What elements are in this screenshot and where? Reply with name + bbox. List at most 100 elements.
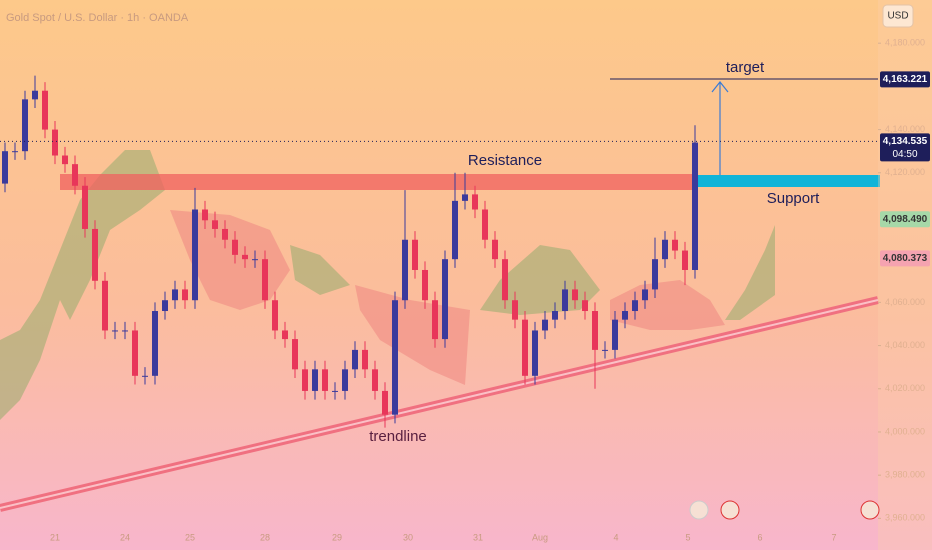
- price-badge: [880, 250, 930, 267]
- y-tick-label: 3,980.000: [885, 470, 925, 480]
- target-label: target: [726, 59, 765, 76]
- candles: [2, 75, 698, 428]
- candle-body: [682, 250, 688, 270]
- candle-body: [72, 164, 78, 186]
- candle-body: [432, 300, 438, 340]
- x-tick-label: 31: [473, 532, 483, 542]
- price-axis: [878, 0, 932, 550]
- x-tick-label: 28: [260, 532, 270, 542]
- x-tick-label: 6: [757, 532, 762, 542]
- candle-body: [462, 194, 468, 201]
- candle-body: [122, 330, 128, 332]
- candle-body: [632, 300, 638, 312]
- y-tick-label: 4,140.000: [885, 124, 925, 134]
- trendline-label: trendline: [369, 428, 427, 445]
- candle-body: [392, 300, 398, 415]
- trendline-center: [0, 299, 879, 509]
- price-badge: [880, 211, 930, 228]
- candle-body: [472, 194, 478, 210]
- candle-body: [372, 369, 378, 391]
- price-badge-label: 4,134.535: [883, 136, 928, 147]
- event-icon[interactable]: [720, 500, 740, 520]
- support-zone: [693, 175, 880, 187]
- support-label: Support: [767, 190, 820, 207]
- candle-body: [542, 319, 548, 331]
- candle-body: [412, 239, 418, 270]
- price-badge-label: 4,098.490: [883, 214, 928, 225]
- candle-body: [692, 142, 698, 270]
- candle-body: [602, 349, 608, 351]
- cloud-red: [170, 210, 290, 310]
- x-tick-label: 25: [185, 532, 195, 542]
- candle-body: [582, 300, 588, 312]
- candle-body: [422, 269, 428, 301]
- candle-body: [12, 151, 18, 153]
- candle-body: [322, 369, 328, 391]
- candle-body: [262, 259, 268, 301]
- candle-body: [152, 311, 158, 376]
- candle-body: [222, 228, 228, 240]
- candle-body: [252, 259, 258, 261]
- cloud-green: [0, 250, 60, 420]
- candle-body: [42, 90, 48, 130]
- x-tick-label: 7: [831, 532, 836, 542]
- candle-body: [132, 330, 138, 376]
- candle-body: [272, 300, 278, 331]
- candle-body: [32, 90, 38, 100]
- price-badge: [880, 133, 930, 162]
- x-tick-label: Aug: [532, 532, 548, 542]
- price-countdown: 04:50: [892, 149, 917, 160]
- cloud-green: [480, 245, 600, 315]
- cloud-green: [725, 225, 775, 320]
- candle-body: [172, 289, 178, 301]
- y-tick-label: 4,120.000: [885, 167, 925, 177]
- ichimoku-cloud: [0, 150, 775, 420]
- candle-body: [232, 239, 238, 255]
- y-tick-label: 4,060.000: [885, 297, 925, 307]
- candle-body: [672, 239, 678, 251]
- x-tick-label: 29: [332, 532, 342, 542]
- event-icon[interactable]: [689, 500, 709, 520]
- cloud-red: [355, 285, 470, 385]
- candle-body: [242, 254, 248, 260]
- candle-body: [662, 239, 668, 260]
- candle-body: [442, 259, 448, 340]
- candle-body: [112, 330, 118, 332]
- currency-label: USD: [887, 11, 908, 22]
- candle-body: [512, 300, 518, 320]
- candle-body: [282, 330, 288, 340]
- candle-body: [2, 151, 8, 184]
- x-tick-label: 24: [120, 532, 130, 542]
- currency-button[interactable]: [882, 4, 914, 28]
- candle-body: [482, 209, 488, 240]
- candle-body: [532, 330, 538, 376]
- candle-body: [492, 239, 498, 260]
- candle-body: [82, 185, 88, 229]
- x-tick-label: 30: [403, 532, 413, 542]
- event-icon[interactable]: [860, 500, 880, 520]
- candle-body: [312, 369, 318, 391]
- x-tick-label: 21: [50, 532, 60, 542]
- candle-body: [352, 349, 358, 370]
- candle-body: [572, 289, 578, 301]
- y-tick-label: 4,000.000: [885, 426, 925, 436]
- target-arrow-head: [711, 81, 729, 93]
- candle-body: [552, 311, 558, 320]
- y-tick-label: 4,020.000: [885, 383, 925, 393]
- resistance-zone: [60, 174, 692, 190]
- candle-body: [332, 390, 338, 392]
- candle-body: [402, 239, 408, 301]
- price-badge-label: 4,080.373: [883, 253, 928, 264]
- candle-body: [202, 209, 208, 221]
- candle-body: [92, 228, 98, 281]
- candle-body: [182, 289, 188, 301]
- y-tick-label: 3,960.000: [885, 513, 925, 523]
- event-icons: [689, 500, 880, 520]
- candle-body: [642, 289, 648, 301]
- price-badge-label: 4,163.221: [883, 74, 928, 85]
- candle-body: [452, 200, 458, 260]
- candle-body: [212, 220, 218, 229]
- x-tick-label: 5: [685, 532, 690, 542]
